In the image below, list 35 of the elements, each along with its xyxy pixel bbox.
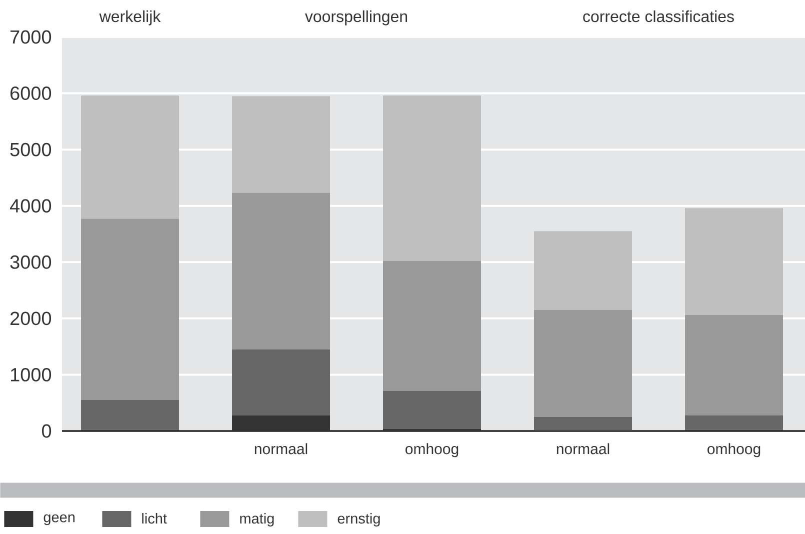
y-tick-label: 0 xyxy=(42,424,52,438)
bar xyxy=(685,208,784,316)
text: correcte classificaties xyxy=(583,10,734,22)
bar xyxy=(383,261,482,392)
legend-label: ernstig xyxy=(338,512,380,527)
bar xyxy=(534,416,632,430)
bar xyxy=(685,315,784,416)
y-tick-label: 3000 xyxy=(10,255,52,269)
legend-label: licht xyxy=(142,512,167,524)
bar xyxy=(232,415,330,431)
y-tick-label: 2000 xyxy=(10,312,52,326)
x-tick-label: omhoog xyxy=(708,443,760,458)
bar xyxy=(685,415,784,430)
y-tick-label: 5000 xyxy=(10,142,52,156)
x-tick-label: omhoog xyxy=(406,443,458,458)
bar xyxy=(383,96,482,262)
bar xyxy=(81,400,180,430)
bar xyxy=(383,391,482,429)
bar xyxy=(534,231,632,310)
bar xyxy=(81,218,180,400)
legend-label: matig xyxy=(240,512,274,527)
bar xyxy=(232,192,330,350)
x-tick-label: normaal xyxy=(556,443,610,454)
bar xyxy=(232,96,330,193)
y-tick-label: 7000 xyxy=(10,30,52,44)
bar xyxy=(534,310,632,417)
x-tick-label: normaal xyxy=(254,443,308,454)
bar xyxy=(232,349,330,416)
text: werkelijk xyxy=(99,10,161,26)
text: voorspellingen xyxy=(304,10,408,26)
y-tick-label: 4000 xyxy=(10,199,52,213)
bar xyxy=(81,96,180,219)
y-tick-label: 1000 xyxy=(10,368,52,382)
legend-label: geen xyxy=(44,514,75,526)
y-tick-label: 6000 xyxy=(10,86,52,100)
